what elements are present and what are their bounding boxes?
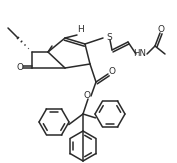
Text: H: H <box>77 25 83 35</box>
Text: O: O <box>16 64 24 73</box>
Text: O: O <box>109 67 116 76</box>
Text: O: O <box>158 24 164 34</box>
Text: HN: HN <box>133 50 147 59</box>
Text: O: O <box>84 91 90 101</box>
Text: S: S <box>106 32 112 42</box>
